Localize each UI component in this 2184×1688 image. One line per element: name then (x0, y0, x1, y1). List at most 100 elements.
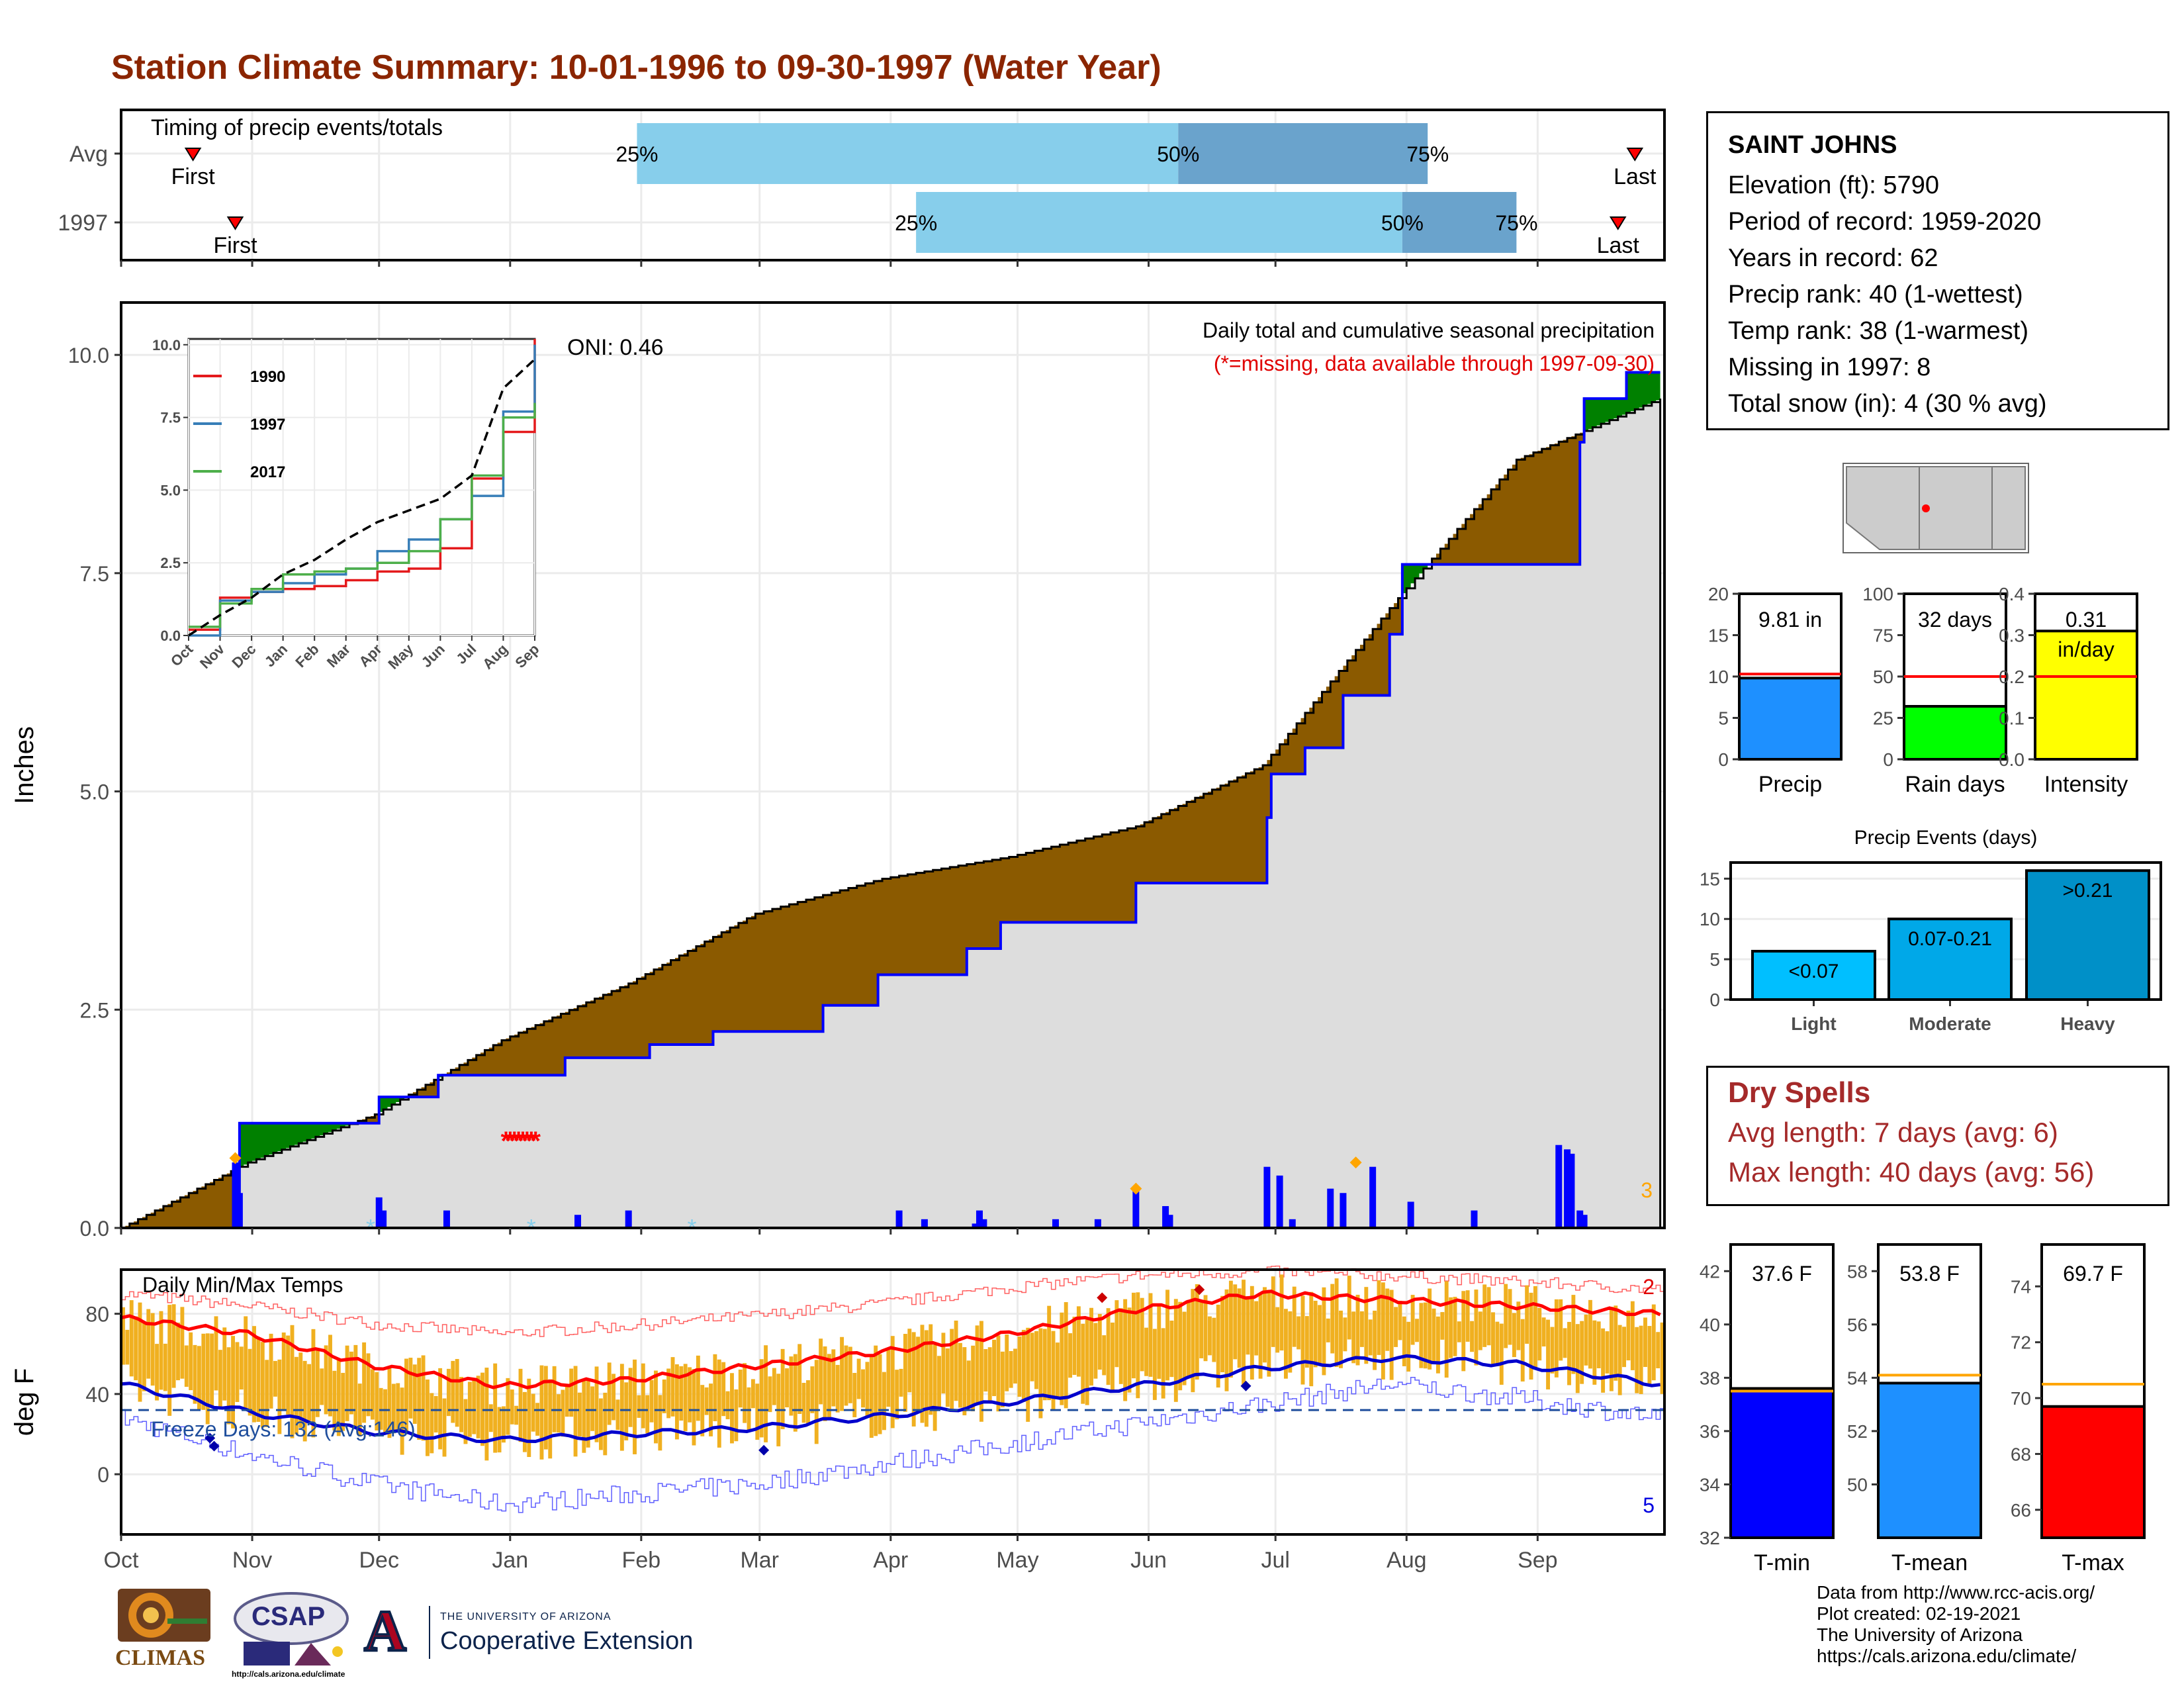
daily-temp-bar (1140, 1297, 1144, 1372)
y-tick-label: 0.3 (1999, 626, 2025, 646)
daily-temp-bar (1250, 1286, 1254, 1380)
daily-temp-bar (700, 1385, 705, 1436)
first-label: First (171, 164, 216, 189)
daily-temp-bar (1478, 1311, 1482, 1350)
daily-temp-bar (1410, 1295, 1415, 1345)
precip-event-bar (2025, 869, 2150, 1002)
first-label: First (213, 233, 257, 258)
y-tick-label: 75 (1873, 626, 1893, 646)
daily-temp-bar (1567, 1321, 1571, 1385)
daily-temp-bar (954, 1320, 958, 1401)
footer-credits: Data from http://www.rcc-acis.org/ Plot … (1817, 1582, 2095, 1667)
x-month-label: Nov (232, 1548, 272, 1573)
daily-precip-bar (1132, 1188, 1140, 1228)
footer-line: https://cals.arizona.edu/climate/ (1817, 1646, 2077, 1666)
daily-temp-bar (619, 1364, 624, 1451)
daily-temp-bar (734, 1389, 739, 1442)
temp-y-axis-label: deg F (10, 1368, 39, 1436)
y-tick-label: 15 (1700, 868, 1720, 889)
daily-temp-bar (1131, 1292, 1136, 1379)
inset-series-line (189, 402, 536, 628)
daily-temp-bar (861, 1369, 865, 1408)
daily-temp-bar (1516, 1301, 1521, 1350)
daily-temp-bar (1169, 1320, 1174, 1378)
daily-precip-bar (232, 1162, 239, 1228)
daily-precip-bar (972, 1223, 979, 1228)
daily-temp-bar (1643, 1317, 1647, 1368)
y-tick-label: 40 (85, 1383, 109, 1407)
daily-temp-bar (459, 1377, 464, 1432)
daily-temp-bar (1309, 1291, 1314, 1387)
daily-temp-bar (1415, 1319, 1419, 1342)
daily-temp-bar (1444, 1281, 1449, 1378)
daily-temp-bar (218, 1350, 222, 1409)
summary-bar-fill (2034, 630, 2138, 761)
footer-line: The University of Arizona (1817, 1624, 2023, 1645)
summary-value-label: 32 days (1918, 608, 1992, 632)
extreme-count: 3 (1641, 1178, 1653, 1202)
daily-temp-bar (1470, 1321, 1474, 1352)
daily-temp-bar (755, 1383, 760, 1440)
csap-logo: CSAP http://cals.arizona.edu/climate (232, 1589, 351, 1681)
daily-temp-bar (1525, 1285, 1529, 1344)
daily-temp-bar (692, 1369, 696, 1446)
daily-precip-bar (380, 1210, 387, 1228)
daily-precip-bar (1555, 1145, 1563, 1228)
daily-temp-bar (848, 1346, 852, 1403)
daily-temp-bar (1339, 1310, 1343, 1368)
daily-temp-bar (189, 1332, 193, 1391)
daily-temp-bar (738, 1369, 743, 1408)
daily-temp-bar (1173, 1299, 1178, 1402)
daily-temp-bar (1563, 1328, 1567, 1358)
daily-temp-bar (666, 1368, 671, 1419)
daily-temp-bar (1546, 1319, 1550, 1389)
daily-temp-bar (1630, 1301, 1635, 1370)
missing-day-marker: * (501, 1127, 512, 1156)
daily-temp-bar (1656, 1332, 1661, 1369)
y-tick-label: 5 (1709, 949, 1720, 970)
daily-temp-bar (1402, 1316, 1406, 1366)
y-tick-label: 10.0 (68, 344, 109, 367)
y-tick-label: 54 (1847, 1368, 1868, 1388)
station-details: Elevation (ft): 5790 Period of record: 1… (1728, 167, 2167, 422)
daily-temp-bar (874, 1345, 878, 1436)
daily-temp-bar (502, 1406, 506, 1443)
dry-spells-title: Dry Spells (1728, 1076, 1871, 1109)
record-high-count: 2 (1643, 1275, 1655, 1299)
daily-temp-bar (231, 1336, 236, 1429)
daily-temp-bar (1373, 1310, 1377, 1370)
daily-temp-bar (345, 1345, 349, 1421)
daily-temp-bar (759, 1359, 764, 1438)
daily-temp-bar (624, 1382, 629, 1440)
daily-temp-bar (1009, 1350, 1013, 1388)
daily-temp-bar (704, 1387, 709, 1415)
daily-precip-bar (1369, 1166, 1377, 1228)
daily-temp-bar (856, 1358, 861, 1399)
daily-temp-bar (1064, 1302, 1068, 1409)
daily-temp-bar (670, 1357, 675, 1417)
station-elevation: Elevation (ft): 5790 (1728, 171, 1939, 199)
daily-temp-bar (1605, 1331, 1610, 1374)
daily-temp-bar (214, 1316, 218, 1391)
daily-temp-bar (730, 1373, 734, 1444)
y-tick-label: 2.5 (80, 998, 109, 1022)
daily-precip-bar (1094, 1219, 1101, 1228)
daily-precip-bar (976, 1210, 983, 1228)
last-label: Last (1614, 164, 1657, 189)
daily-temp-bar (662, 1379, 666, 1413)
record-max-line (121, 1265, 1664, 1337)
daily-temp-bar (341, 1372, 345, 1431)
daily-temp-bar (1254, 1301, 1259, 1356)
daily-temp-bar (1216, 1304, 1220, 1388)
daily-temp-bar (1279, 1274, 1284, 1351)
daily-temp-bar (840, 1336, 844, 1411)
daily-temp-bar (1034, 1331, 1038, 1389)
record-low-marker (205, 1432, 216, 1444)
missing-day-marker: * (505, 1127, 516, 1156)
daily-temp-bar (882, 1372, 886, 1430)
daily-temp-bar (265, 1360, 269, 1427)
precip-event-bar (1751, 949, 1876, 1001)
timing-row-label: Avg (69, 142, 108, 167)
precip-event-value: 0.07-0.21 (1908, 928, 1992, 950)
summary-bar-fill (1738, 677, 1843, 761)
